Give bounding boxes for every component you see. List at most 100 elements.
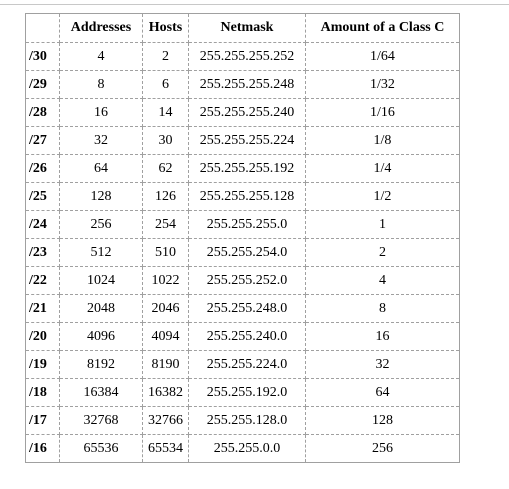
cell-hosts: 32766 — [142, 406, 189, 435]
header-class-c: Amount of a Class C — [305, 13, 460, 43]
cell-addresses: 512 — [59, 238, 143, 267]
cell-prefix: /24 — [25, 210, 60, 239]
cell-class-c: 1/2 — [305, 182, 460, 211]
cell-addresses: 65536 — [59, 434, 143, 463]
cell-prefix: /17 — [25, 406, 60, 435]
cell-addresses: 1024 — [59, 266, 143, 295]
cell-addresses: 256 — [59, 210, 143, 239]
header-row: Addresses Hosts Netmask Amount of a Clas… — [25, 13, 460, 43]
cell-hosts: 6 — [142, 70, 189, 99]
cell-prefix: /20 — [25, 322, 60, 351]
cell-class-c: 1/4 — [305, 154, 460, 183]
cell-prefix: /21 — [25, 294, 60, 323]
cell-netmask: 255.255.224.0 — [188, 350, 306, 379]
cell-addresses: 8 — [59, 70, 143, 99]
cell-class-c: 8 — [305, 294, 460, 323]
cell-class-c: 64 — [305, 378, 460, 407]
cell-prefix: /18 — [25, 378, 60, 407]
cell-netmask: 255.255.255.128 — [188, 182, 306, 211]
table-row: /24 256 254 255.255.255.0 1 — [25, 210, 460, 239]
cell-netmask: 255.255.255.248 — [188, 70, 306, 99]
header-netmask: Netmask — [188, 13, 306, 43]
cell-addresses: 64 — [59, 154, 143, 183]
cell-addresses: 32768 — [59, 406, 143, 435]
cell-hosts: 62 — [142, 154, 189, 183]
cell-addresses: 8192 — [59, 350, 143, 379]
cell-class-c: 1/16 — [305, 98, 460, 127]
cell-hosts: 30 — [142, 126, 189, 155]
table-row: /30 4 2 255.255.255.252 1/64 — [25, 42, 460, 71]
table-row: /17 32768 32766 255.255.128.0 128 — [25, 406, 460, 435]
cell-class-c: 2 — [305, 238, 460, 267]
cell-prefix: /26 — [25, 154, 60, 183]
cell-class-c: 1/32 — [305, 70, 460, 99]
cell-netmask: 255.255.255.252 — [188, 42, 306, 71]
cell-class-c: 16 — [305, 322, 460, 351]
header-prefix — [25, 13, 60, 43]
cell-prefix: /19 — [25, 350, 60, 379]
cell-netmask: 255.255.240.0 — [188, 322, 306, 351]
cell-netmask: 255.255.255.240 — [188, 98, 306, 127]
cell-netmask: 255.255.254.0 — [188, 238, 306, 267]
header-addresses: Addresses — [59, 13, 143, 43]
table-body: /30 4 2 255.255.255.252 1/64/29 8 6 255.255.255… — [25, 42, 460, 463]
cell-prefix: /22 — [25, 266, 60, 295]
cell-netmask: 255.255.255.0 — [188, 210, 306, 239]
cell-hosts: 2 — [142, 42, 189, 71]
cell-hosts: 16382 — [142, 378, 189, 407]
table-row: /28 16 14 255.255.255.240 1/16 — [25, 98, 460, 127]
cell-addresses: 2048 — [59, 294, 143, 323]
table-row: /26 64 62 255.255.255.192 1/4 — [25, 154, 460, 183]
cell-addresses: 32 — [59, 126, 143, 155]
cell-netmask: 255.255.192.0 — [188, 378, 306, 407]
table-row: /29 8 6 255.255.255.248 1/32 — [25, 70, 460, 99]
cell-hosts: 254 — [142, 210, 189, 239]
table-header: Addresses Hosts Netmask Amount of a Clas… — [25, 13, 460, 43]
table-row: /22 1024 1022 255.255.252.0 4 — [25, 266, 460, 295]
cell-addresses: 4 — [59, 42, 143, 71]
cell-class-c: 4 — [305, 266, 460, 295]
cell-hosts: 14 — [142, 98, 189, 127]
cell-hosts: 4094 — [142, 322, 189, 351]
cell-addresses: 16 — [59, 98, 143, 127]
cell-hosts: 1022 — [142, 266, 189, 295]
cell-addresses: 4096 — [59, 322, 143, 351]
table-row: /25 128 126 255.255.255.128 1/2 — [25, 182, 460, 211]
cell-class-c: 32 — [305, 350, 460, 379]
cell-class-c: 1/64 — [305, 42, 460, 71]
cell-hosts: 2046 — [142, 294, 189, 323]
cell-netmask: 255.255.252.0 — [188, 266, 306, 295]
cell-class-c: 1/8 — [305, 126, 460, 155]
table-row: /19 8192 8190 255.255.224.0 32 — [25, 350, 460, 379]
cell-class-c: 1 — [305, 210, 460, 239]
table-row: /27 32 30 255.255.255.224 1/8 — [25, 126, 460, 155]
cell-prefix: /30 — [25, 42, 60, 71]
cell-netmask: 255.255.128.0 — [188, 406, 306, 435]
header-hosts: Hosts — [142, 13, 189, 43]
cell-prefix: /28 — [25, 98, 60, 127]
cell-class-c: 128 — [305, 406, 460, 435]
cell-addresses: 128 — [59, 182, 143, 211]
top-divider — [0, 4, 509, 5]
table-row: /23 512 510 255.255.254.0 2 — [25, 238, 460, 267]
subnet-table: Addresses Hosts Netmask Amount of a Clas… — [25, 13, 460, 463]
cell-netmask: 255.255.255.224 — [188, 126, 306, 155]
cell-prefix: /27 — [25, 126, 60, 155]
cell-hosts: 65534 — [142, 434, 189, 463]
cell-addresses: 16384 — [59, 378, 143, 407]
cell-netmask: 255.255.248.0 — [188, 294, 306, 323]
cell-hosts: 126 — [142, 182, 189, 211]
cell-class-c: 256 — [305, 434, 460, 463]
cell-prefix: /23 — [25, 238, 60, 267]
table-row: /20 4096 4094 255.255.240.0 16 — [25, 322, 460, 351]
cell-hosts: 510 — [142, 238, 189, 267]
table-row: /21 2048 2046 255.255.248.0 8 — [25, 294, 460, 323]
table-row: /18 16384 16382 255.255.192.0 64 — [25, 378, 460, 407]
cell-netmask: 255.255.255.192 — [188, 154, 306, 183]
cell-netmask: 255.255.0.0 — [188, 434, 306, 463]
cell-prefix: /16 — [25, 434, 60, 463]
cell-hosts: 8190 — [142, 350, 189, 379]
cell-prefix: /29 — [25, 70, 60, 99]
cell-prefix: /25 — [25, 182, 60, 211]
table-row: /16 65536 65534 255.255.0.0 256 — [25, 434, 460, 463]
